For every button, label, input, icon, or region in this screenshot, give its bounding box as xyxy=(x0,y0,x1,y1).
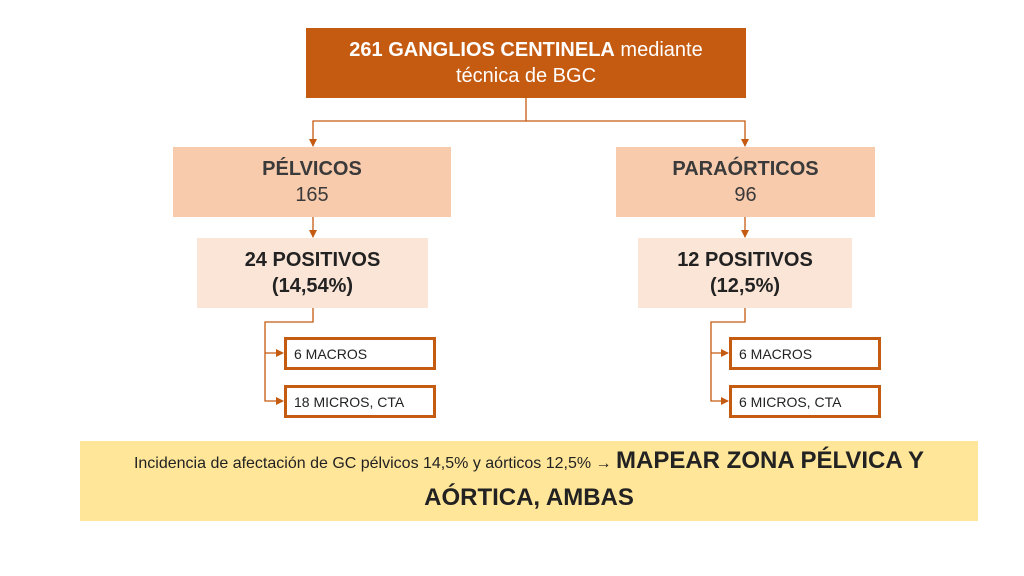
paraaortic-box: PARAÓRTICOS 96 xyxy=(616,147,875,217)
summary-box: Incidencia de afectación de GC pélvicos … xyxy=(80,441,978,521)
pelvic-macros-box: 6 MACROS xyxy=(284,337,436,370)
pelvic-positives-box: 24 POSITIVOS (14,54%) xyxy=(197,238,428,308)
paraaortic-count: 96 xyxy=(734,184,757,206)
paraaortic-macros-box: 6 MACROS xyxy=(729,337,881,370)
pelvic-box: PÉLVICOS 165 xyxy=(173,147,451,217)
paraaortic-positives-box: 12 POSITIVOS (12,5%) xyxy=(638,238,852,308)
total-nodes-line2: técnica de BGC xyxy=(455,65,597,87)
summary-sentence: Incidencia de afectación de GC pélvicos … xyxy=(133,455,596,472)
paraaortic-positives: 12 POSITIVOS xyxy=(677,249,813,271)
pelvic-count: 165 xyxy=(295,184,329,206)
pelvic-title: PÉLVICOS xyxy=(262,158,362,180)
summary-text: Incidencia de afectación de GC pélvicos … xyxy=(92,444,966,518)
pelvic-micros-box: 18 MICROS, CTA xyxy=(284,385,436,418)
total-nodes-rest: mediante xyxy=(614,39,703,61)
paraaortic-positives-pct: (12,5%) xyxy=(709,275,781,297)
total-nodes-line1: 261 GANGLIOS CENTINELA mediante xyxy=(349,37,702,63)
paraaortic-title: PARAÓRTICOS xyxy=(672,158,819,180)
total-nodes-bold: 261 GANGLIOS CENTINELA xyxy=(349,39,615,61)
total-nodes-box: 261 GANGLIOS CENTINELA mediante técnica … xyxy=(306,28,746,98)
arrow-icon: → xyxy=(595,455,612,472)
pelvic-positives: 24 POSITIVOS xyxy=(244,249,381,271)
paraaortic-micros-box: 6 MICROS, CTA xyxy=(729,385,881,418)
summary-emphasis: MAPEAR ZONA PÉLVICA Y AÓRTICA, AMBAS xyxy=(424,447,925,511)
pelvic-positives-pct: (14,54%) xyxy=(271,275,354,297)
